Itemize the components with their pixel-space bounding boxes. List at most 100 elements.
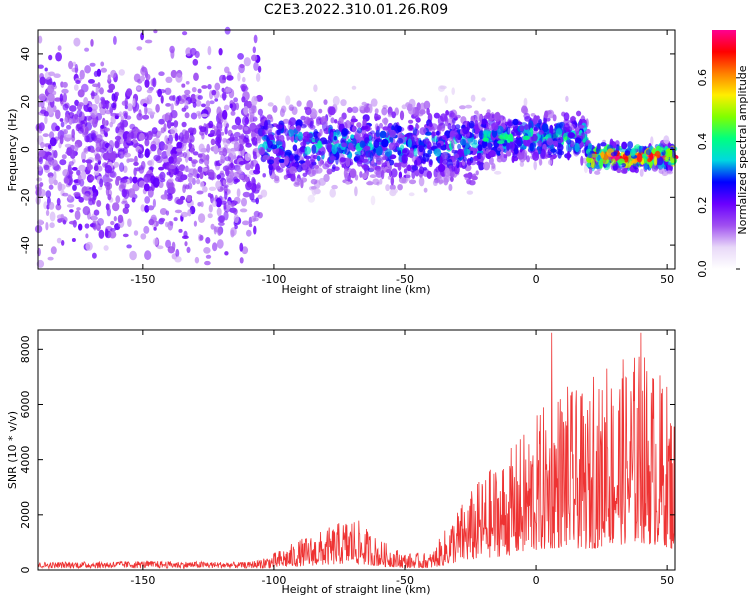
spectrogram-cell (152, 77, 157, 88)
spectrogram-cell (407, 138, 412, 149)
spectrogram-cell (187, 176, 194, 183)
spectrogram-x-axis-label: Height of straight line (km) (281, 283, 430, 296)
spectrogram-cell (105, 178, 113, 183)
spectrogram-cell (334, 119, 338, 124)
spectrogram-cell (84, 135, 90, 143)
spectrogram-cell (192, 101, 197, 108)
spectrogram-cell (294, 153, 299, 162)
spectrogram-cell (255, 72, 261, 82)
spectrogram-cell (51, 122, 58, 132)
colorbar-tick-label: 0.0 (696, 260, 709, 278)
spectrogram-cell (185, 149, 190, 159)
spectrogram-cell (112, 202, 120, 212)
spectrogram-cell (182, 31, 188, 36)
spectrogram-cell (399, 110, 405, 121)
spectrogram-cell (45, 209, 50, 216)
spectrogram-cell (443, 177, 449, 186)
spectrogram-cell (196, 110, 202, 117)
spectrogram-cell (85, 241, 93, 251)
spectrogram-cell (195, 99, 202, 107)
spectrogram-cell (258, 146, 266, 156)
spectrogram-cell (90, 175, 95, 181)
spectrogram-cell (270, 144, 278, 150)
spectrogram-cell (229, 151, 237, 161)
snr-y-ticks: 0 2000 4000 6000 8000 (19, 335, 675, 574)
colorbar-tick-label: 0.4 (696, 133, 709, 151)
spectrogram-cell (76, 207, 81, 211)
spectrogram-cell (143, 132, 149, 141)
spectrogram-cell (174, 256, 182, 263)
spectrogram-cell (140, 204, 146, 212)
spectrogram-cell (53, 171, 57, 181)
spectrogram-cell (206, 143, 211, 153)
spectrogram-cell (47, 93, 55, 103)
spectrogram-cell (242, 76, 246, 83)
spectrogram-cell (260, 189, 268, 198)
spectrogram-cell (567, 132, 575, 139)
spectrogram-cell (463, 173, 471, 178)
spectrogram-cell (113, 35, 117, 45)
spectrogram-cell (624, 150, 631, 156)
spectrogram-cell (361, 164, 369, 170)
spectrogram-cell (249, 114, 254, 123)
spectrogram-cell (266, 114, 273, 120)
spectrogram-cell (343, 168, 348, 179)
spectrogram-cell (35, 186, 42, 191)
spectrogram-cell (622, 167, 628, 174)
spectrogram-cell (214, 98, 219, 102)
spectrogram-cell (44, 67, 48, 72)
spectrogram-cell (51, 149, 55, 159)
spectrogram-cell (515, 138, 522, 148)
spectrogram-cell (651, 163, 659, 172)
y-tick-label: 0 (19, 567, 32, 574)
spectrogram-cell (115, 195, 121, 204)
spectrogram-cell (292, 144, 298, 152)
spectrogram-cell (236, 188, 241, 198)
spectrogram-cell (327, 170, 331, 175)
spectrogram-cell (331, 144, 338, 155)
spectrogram-cell (439, 156, 443, 165)
spectrogram-cell (65, 150, 73, 155)
spectrogram-cell (239, 257, 244, 264)
spectrogram-cell (136, 86, 141, 91)
spectrogram-cell (213, 225, 217, 235)
spectrogram-cell (170, 127, 178, 135)
spectrogram-cell (437, 125, 442, 131)
spectrogram-cell (449, 171, 455, 178)
spectrogram-cell (56, 237, 62, 244)
spectrogram-cell (61, 240, 65, 246)
spectrogram-cell (242, 191, 251, 198)
spectrogram-cell (153, 226, 157, 231)
spectrogram-cell (74, 113, 78, 120)
spectrogram-cell (105, 100, 109, 110)
spectrogram-cell (587, 152, 593, 159)
spectrogram-cell (391, 111, 397, 119)
spectrogram-cell (229, 170, 234, 180)
spectrogram-cell (208, 120, 214, 129)
spectrogram-cell (219, 185, 225, 191)
spectrogram-cell (239, 242, 244, 252)
spectrogram-cell (98, 229, 105, 239)
spectrogram-cell (289, 166, 297, 175)
spectrogram-cell (488, 156, 494, 165)
spectrogram-cell (67, 164, 71, 169)
spectrogram-cell (491, 163, 496, 169)
spectrogram-cell (350, 118, 358, 123)
spectrogram-cell (239, 64, 245, 69)
spectrogram-cell (168, 164, 176, 170)
spectrogram-cell (163, 123, 167, 132)
spectrogram-cell (638, 145, 642, 155)
spectrogram-cell (296, 125, 302, 132)
snr-plot-area (37, 332, 676, 570)
spectrogram-cell (656, 156, 664, 166)
spectrogram-cell (322, 163, 330, 170)
spectrogram-cell (303, 116, 311, 125)
spectrogram-cell (132, 183, 140, 192)
spectrogram-cell (169, 186, 176, 194)
spectrogram-cell (441, 135, 447, 140)
spectrogram-cell (341, 128, 349, 136)
spectrogram-cell (251, 95, 258, 106)
spectrogram-cell (215, 180, 222, 190)
spectrogram-cell (184, 112, 190, 119)
spectrogram-cell (464, 104, 473, 109)
